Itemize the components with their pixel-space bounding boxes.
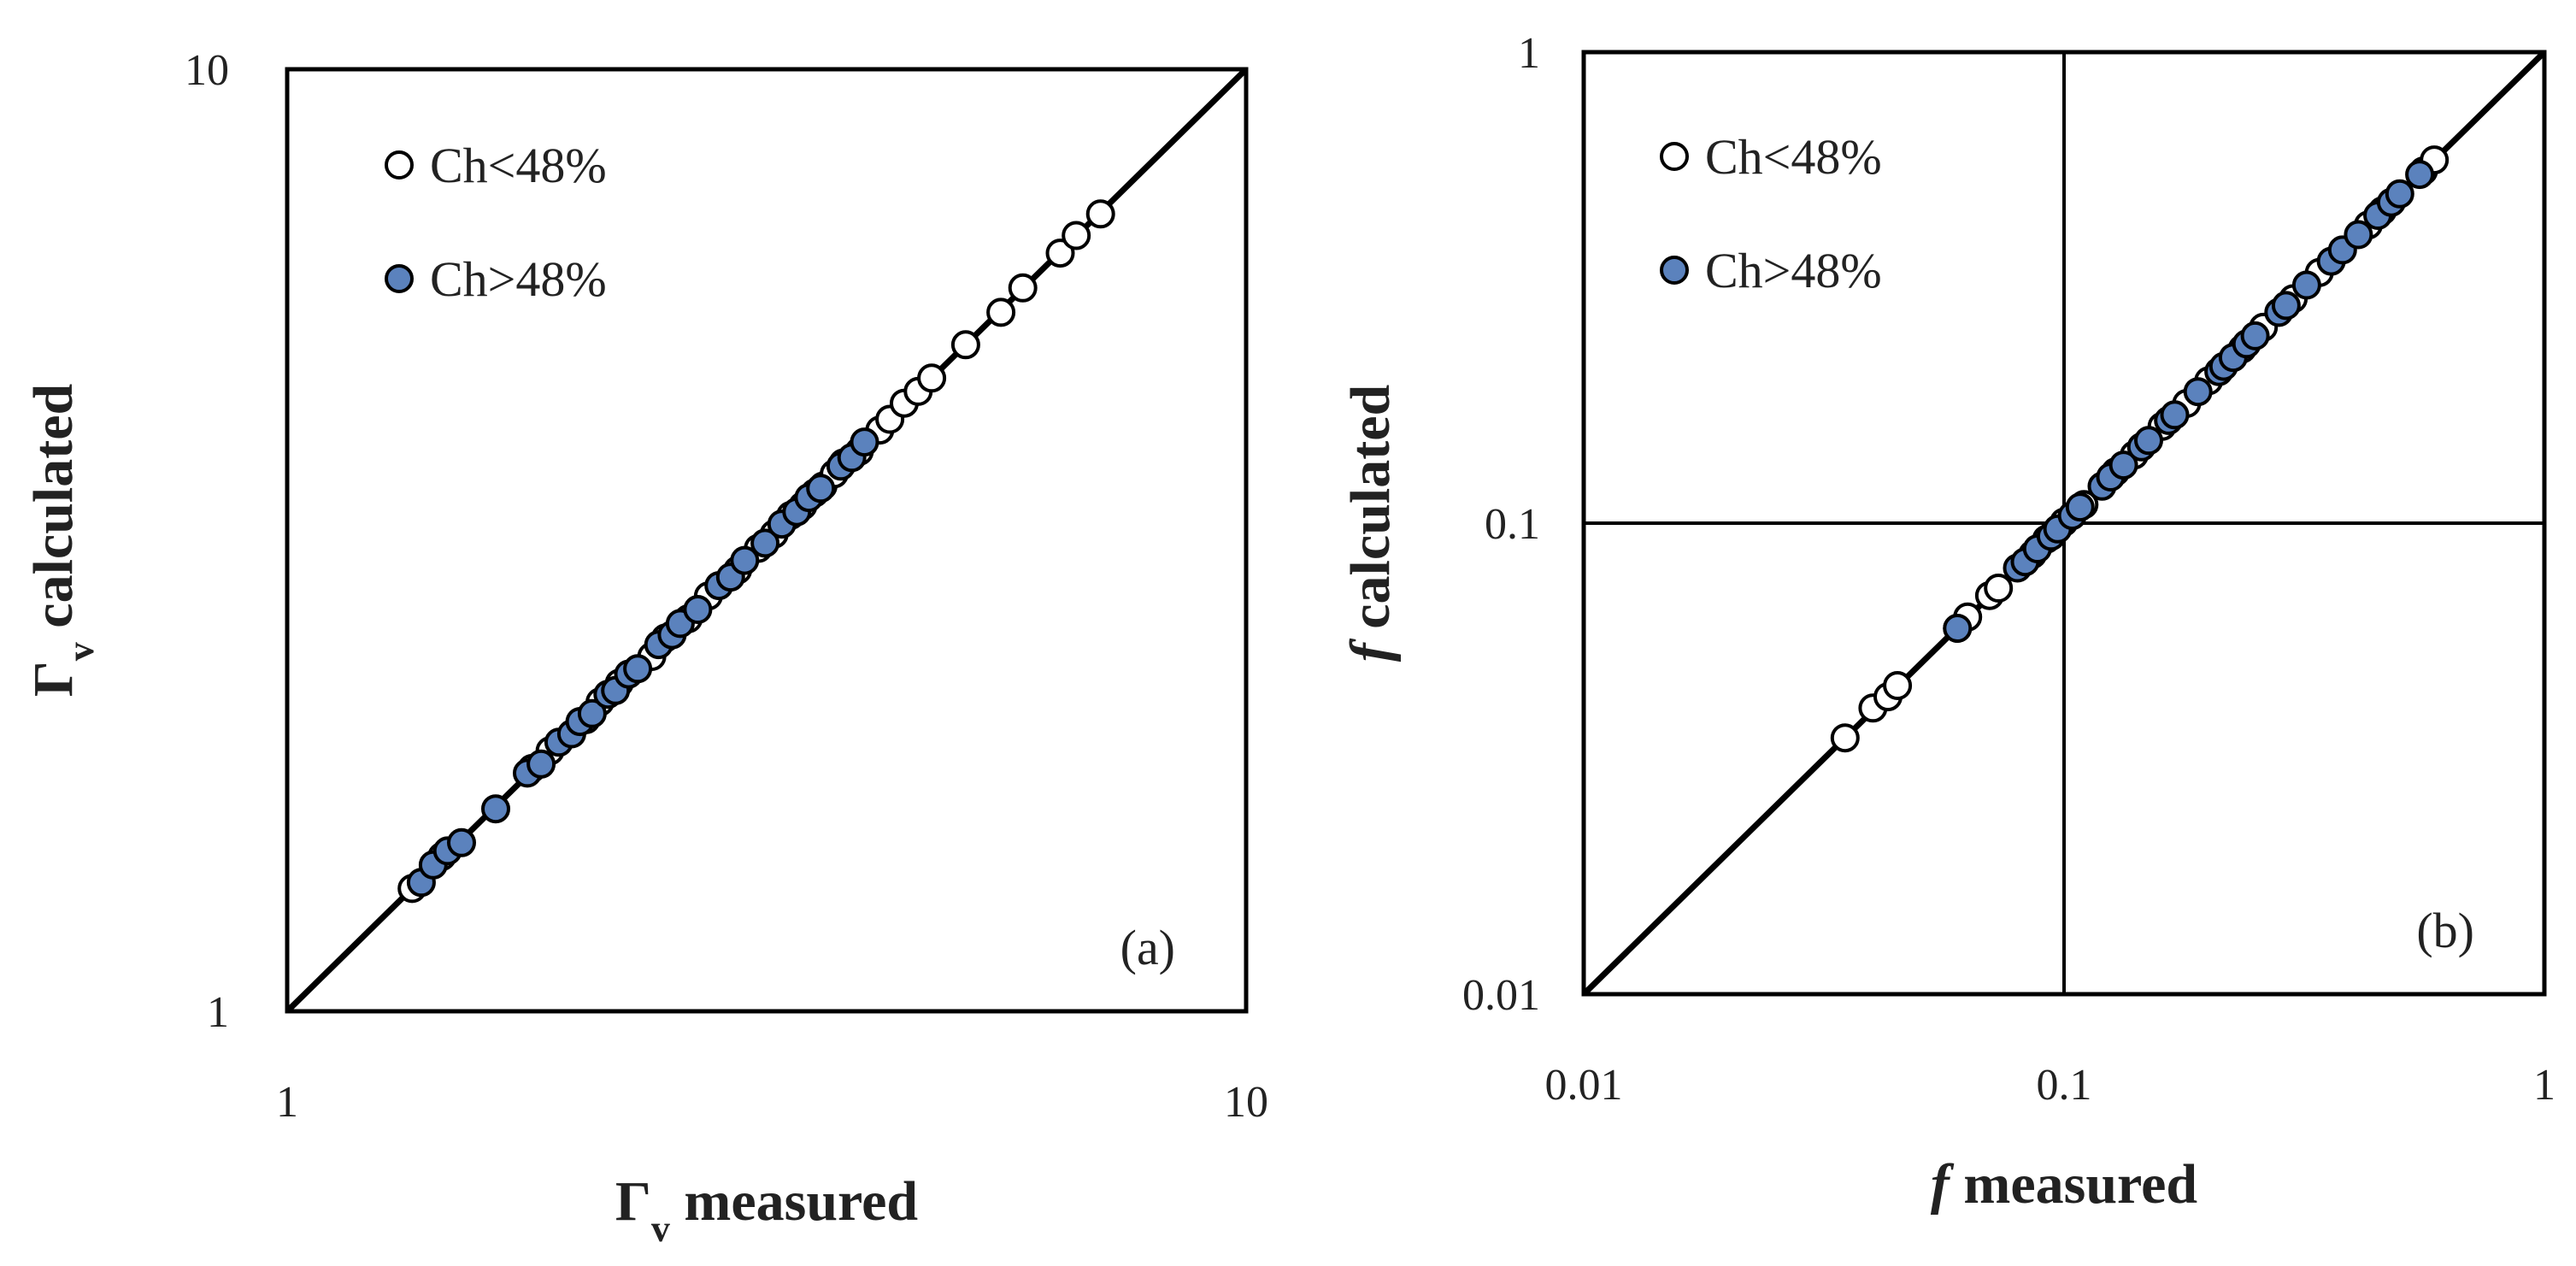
chart-b-xtick-right: 1 [2533, 1061, 2555, 1110]
chart-b-point-high-20 [2240, 321, 2270, 350]
chart-a-panel-label: (a) [1120, 920, 1175, 975]
chart-b-legend-marker-high [1660, 256, 1689, 285]
chart-a-point-low-25 [917, 363, 947, 393]
chart-a-point-high-29 [850, 427, 879, 457]
chart-b-xtick-left: 0.01 [1545, 1061, 1623, 1110]
chart-a-point-high-21 [730, 545, 760, 575]
chart-b-ytick-mid: 0.1 [1485, 500, 1540, 549]
chart-a-point-high-3 [447, 827, 476, 857]
chart-a-point-low-26 [950, 330, 980, 360]
chart-b: 1 0.1 0.01 0.01 0.1 1 f measured f calcu… [1339, 29, 2555, 1216]
chart-b-xtick-mid: 0.1 [2037, 1061, 2092, 1110]
chart-b-point-low-0 [1830, 723, 1860, 753]
chart-a-point-high-4 [481, 794, 510, 824]
chart-a-point-low-31 [1085, 199, 1115, 229]
chart-a: 10 1 1 10 Γv measured Γv calculated Ch<4… [22, 46, 1268, 1250]
chart-b-point-high-23 [2291, 270, 2321, 300]
chart-b-legend-marker-low [1660, 142, 1689, 171]
chart-a-ytick-top: 10 [185, 46, 229, 95]
chart-b-ytick-bottom: 0.01 [1462, 971, 1540, 1020]
chart-b-point-high-14 [2160, 400, 2190, 430]
chart-a-legend-label-high: Ch>48% [430, 251, 607, 307]
chart-b-point-high-7 [2065, 492, 2095, 522]
chart-a-point-low-29 [1045, 238, 1075, 268]
chart-a-legend: Ch<48% Ch>48% [385, 138, 607, 307]
chart-a-ylabel: Γv calculated [22, 384, 102, 697]
chart-b-point-high-15 [2183, 377, 2213, 407]
chart-a-points [397, 199, 1115, 904]
chart-b-panel-label: (b) [2416, 903, 2474, 958]
chart-a-ytick-bottom: 1 [207, 988, 229, 1037]
chart-b-point-low-3 [1883, 671, 1913, 700]
chart-b-point-high-10 [2108, 450, 2138, 480]
chart-b-points [1830, 145, 2450, 753]
chart-b-point-high-26 [2344, 220, 2373, 250]
chart-a-point-high-26 [806, 474, 836, 503]
chart-a-point-high-14 [623, 654, 653, 684]
chart-a-point-high-6 [526, 749, 556, 779]
chart-b-legend-label-low: Ch<48% [1705, 129, 1882, 185]
chart-b-ylabel: f calculated [1339, 385, 1402, 662]
chart-a-point-high-18 [683, 595, 713, 624]
chart-b-point-high-22 [2271, 291, 2301, 321]
chart-a-legend-marker-low [385, 150, 414, 180]
chart-a-point-low-27 [986, 297, 1016, 327]
chart-a-point-low-28 [1008, 273, 1038, 303]
chart-b-legend: Ch<48% Ch>48% [1660, 129, 1882, 298]
chart-a-legend-marker-high [385, 264, 414, 293]
chart-b-xlabel: f measured [1931, 1153, 2197, 1216]
chart-a-xtick-left: 1 [276, 1078, 298, 1127]
chart-b-point-high-30 [2405, 160, 2435, 190]
chart-a-point-high-22 [750, 528, 780, 558]
chart-b-legend-label-high: Ch>48% [1705, 243, 1882, 298]
chart-a-legend-label-low: Ch<48% [430, 138, 607, 193]
chart-b-point-low-7 [1984, 574, 2014, 603]
chart-b-point-high-0 [1943, 614, 1973, 643]
chart-b-point-high-12 [2134, 426, 2163, 456]
chart-a-point-low-30 [1062, 221, 1091, 250]
chart-a-point-high-10 [577, 698, 607, 728]
chart-b-ytick-top: 1 [1518, 29, 1540, 78]
chart-b-point-high-29 [2385, 179, 2414, 209]
chart-a-xtick-right: 10 [1224, 1078, 1268, 1127]
chart-a-frame [285, 67, 1249, 1014]
chart-a-xlabel: Γv measured [615, 1170, 918, 1250]
